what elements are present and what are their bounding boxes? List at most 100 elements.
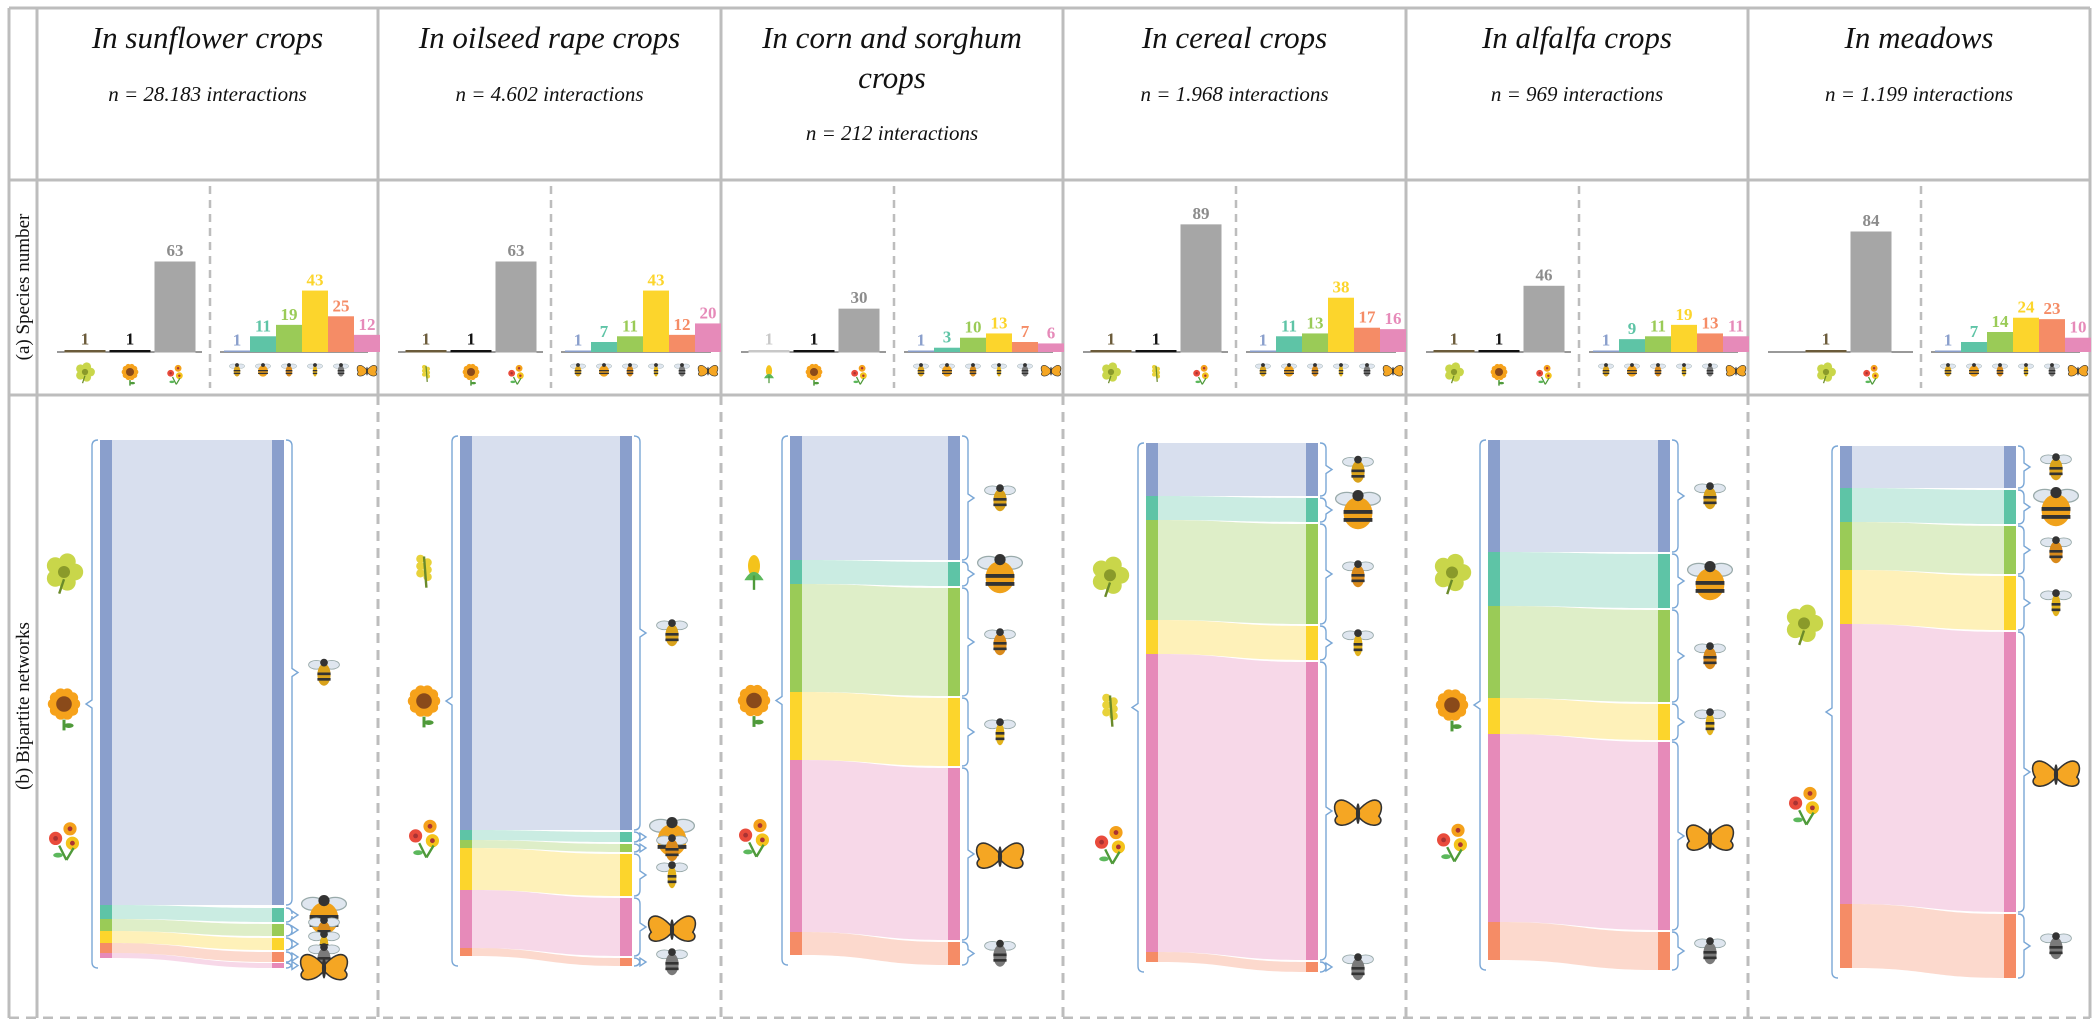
network-flow xyxy=(1500,734,1658,930)
left-node-segment xyxy=(460,830,472,840)
wildflower-icon xyxy=(508,364,524,385)
pollinator-bar xyxy=(669,334,695,352)
panel-title: In corn and sorghum xyxy=(761,20,1022,55)
right-bracket xyxy=(633,956,648,968)
right-bracket xyxy=(1319,625,1334,661)
right-bracket xyxy=(1671,553,1686,609)
network-sunflower xyxy=(46,439,349,981)
corn-icon xyxy=(764,365,774,384)
right-bracket xyxy=(1319,497,1334,523)
network-flow xyxy=(802,436,948,560)
fly-icon xyxy=(1342,953,1374,981)
butterfly-icon xyxy=(356,365,378,377)
bumblebee-icon xyxy=(1334,490,1382,530)
butterfly-icon xyxy=(1725,365,1747,377)
left-node-segment xyxy=(1146,520,1158,620)
wasp-icon xyxy=(307,363,323,377)
left-node-segment xyxy=(1146,654,1158,952)
left-node-segment xyxy=(1146,620,1158,654)
wildflower-icon xyxy=(1437,823,1467,863)
pollinator-bar-label: 17 xyxy=(1359,308,1377,327)
pollinator-bar-label: 10 xyxy=(2070,318,2087,337)
pollinator-bar-label: 6 xyxy=(1047,323,1056,342)
pollinator-bar xyxy=(276,324,302,352)
wildflower-icon xyxy=(851,364,867,385)
right-bracket xyxy=(1319,442,1334,497)
right-bracket xyxy=(1671,609,1686,703)
small-bee-icon xyxy=(656,834,688,862)
right-bracket xyxy=(2017,575,2032,631)
small-bee-icon xyxy=(965,363,981,377)
small-bee-icon xyxy=(984,628,1016,656)
network-flow xyxy=(1158,654,1306,960)
interaction-count: n = 28.183 interactions xyxy=(108,82,307,106)
right-bracket xyxy=(285,923,300,937)
bumblebee-icon xyxy=(255,363,271,377)
crop-flower-icon xyxy=(1786,604,1824,646)
right-bracket xyxy=(961,941,976,966)
pollinator-bar xyxy=(986,333,1012,352)
panel-title: crops xyxy=(858,60,926,95)
right-node-segment xyxy=(2004,576,2016,630)
right-node-segment xyxy=(2004,632,2016,912)
corner-cell xyxy=(9,8,37,180)
right-node-segment xyxy=(272,938,284,950)
plant-bar-label: 1 xyxy=(1107,330,1116,349)
pollinator-bar-label: 43 xyxy=(648,271,665,290)
pollinator-bar xyxy=(908,350,934,352)
right-node-segment xyxy=(1306,524,1318,624)
right-node-segment xyxy=(1658,440,1670,552)
row-label-networks: (b) Bipartite networks xyxy=(13,622,34,790)
pollinator-bar xyxy=(1645,336,1671,352)
panel-corn-sorghum: In corn and sorghum crops n = 212 interact… xyxy=(741,20,1064,388)
pollinator-bar xyxy=(1987,332,2013,352)
network-flow xyxy=(472,830,620,842)
right-node-segment xyxy=(620,436,632,830)
pollinator-bar-label: 14 xyxy=(1992,312,2010,331)
pollinator-bar xyxy=(934,347,960,352)
butterfly-icon xyxy=(2031,760,2081,787)
pollinator-bar-label: 7 xyxy=(1021,322,1030,341)
network-flow xyxy=(1852,522,2004,574)
plant-bar-label: 46 xyxy=(1536,265,1553,284)
honeybee-icon xyxy=(913,363,929,377)
right-node-segment xyxy=(2004,446,2016,488)
network-flow xyxy=(1852,624,2004,912)
pollinator-bar-label: 13 xyxy=(1702,313,1719,332)
left-node-segment xyxy=(1488,440,1500,552)
butterfly-icon xyxy=(1685,824,1735,851)
pollinator-bar-label: 11 xyxy=(622,316,638,335)
network-flow xyxy=(1852,570,2004,630)
small-bee-icon xyxy=(1307,363,1323,377)
right-bracket xyxy=(285,907,300,923)
plant-bar-label: 1 xyxy=(1152,330,1161,349)
wasp-icon xyxy=(2018,363,2034,377)
pollinator-bar xyxy=(1961,342,1987,352)
pollinator-bar xyxy=(1380,329,1406,352)
pollinator-bar xyxy=(1935,350,1961,352)
pollinator-bar-label: 1 xyxy=(233,331,242,350)
fly-icon xyxy=(984,939,1016,967)
wildflower-icon xyxy=(1095,825,1125,865)
right-bracket xyxy=(1319,961,1334,973)
interaction-count: n = 1.968 interactions xyxy=(1141,82,1329,106)
right-bracket xyxy=(285,951,300,963)
wasp-icon xyxy=(984,718,1016,746)
pollinator-bar-label: 25 xyxy=(333,296,350,315)
plant-bar-label: 1 xyxy=(810,330,819,349)
network-flow xyxy=(1852,488,2004,524)
butterfly-icon xyxy=(1333,799,1383,826)
right-node-segment xyxy=(1658,932,1670,970)
pollinator-bar-label: 11 xyxy=(1728,316,1744,335)
network-flow xyxy=(1158,952,1306,972)
plant-bar xyxy=(495,261,537,353)
right-node-segment xyxy=(948,698,960,766)
pollinator-bar xyxy=(328,316,354,352)
panel-title: In sunflower crops xyxy=(91,20,323,55)
network-flow xyxy=(802,760,948,940)
bumblebee-icon xyxy=(1966,363,1982,377)
left-node-segment xyxy=(460,436,472,830)
network-flow xyxy=(112,931,272,950)
pollinator-bar-label: 24 xyxy=(2018,298,2036,317)
